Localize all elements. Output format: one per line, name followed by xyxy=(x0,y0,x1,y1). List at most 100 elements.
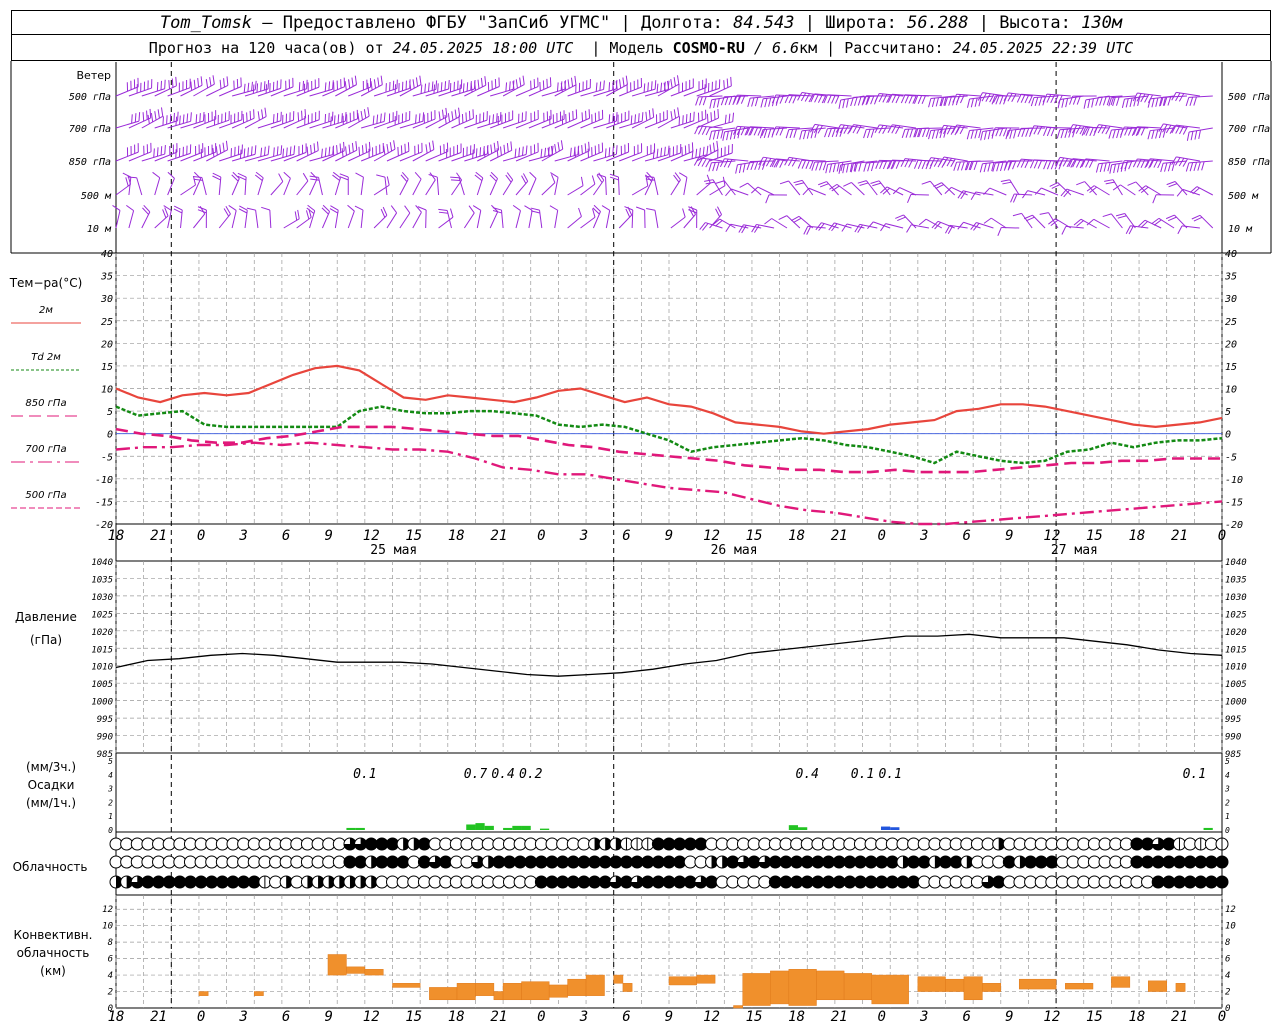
wind-barb xyxy=(180,84,203,97)
wind-barb xyxy=(296,216,312,229)
wind-barb-feather xyxy=(831,128,836,138)
wind-barb-feather xyxy=(983,130,987,140)
wind-barb-feather xyxy=(238,208,248,214)
wind-barb xyxy=(128,210,135,229)
wind-barb xyxy=(554,117,577,129)
wind-barb-feather xyxy=(1000,179,1010,182)
convective-title: Конвективн. xyxy=(14,928,93,942)
wind-barb-feather xyxy=(870,180,880,184)
wind-barb-feather xyxy=(437,83,439,93)
wind-barb xyxy=(941,182,956,196)
wind-barb-feather xyxy=(1026,216,1035,222)
pressure-y-tick-right: 1035 xyxy=(1225,575,1247,585)
wind-barb-feather xyxy=(1046,160,1052,170)
wind-barb-feather xyxy=(360,110,363,121)
wind-barb-feather xyxy=(887,124,893,133)
wind-barb-feather xyxy=(1197,161,1201,171)
x-tick-label: 0 xyxy=(877,1009,885,1024)
wind-barb-feather xyxy=(713,99,716,109)
calc-date: 24.05.2025 22:39 UTC xyxy=(952,38,1134,57)
wind-barb-feather xyxy=(173,112,175,122)
wind-barb-feather xyxy=(895,160,901,169)
wind-barb-feather xyxy=(415,205,422,213)
model-label: | Модель xyxy=(573,38,673,57)
wind-barb-feather xyxy=(870,128,875,138)
wind-barb-feather xyxy=(660,82,663,92)
wind-barb-feather xyxy=(643,83,646,93)
wind-barb xyxy=(541,148,563,162)
wind-barb-feather xyxy=(490,144,493,154)
wind-barb-feather xyxy=(946,158,952,167)
wind-barb-feather xyxy=(645,175,655,178)
wind-barb-feather xyxy=(1198,129,1201,140)
wind-barb-feather xyxy=(192,176,196,186)
wind-barb-feather xyxy=(329,208,339,214)
wind-barb-feather xyxy=(918,218,927,226)
precip-bar xyxy=(880,826,891,830)
wind-barb-feather xyxy=(380,113,382,123)
cloud-fraction-mark xyxy=(360,876,367,888)
wind-barb-feather xyxy=(1167,96,1172,106)
wind-barb xyxy=(399,212,411,229)
wind-barb-feather xyxy=(791,158,798,167)
wind-barb-feather xyxy=(1136,93,1142,102)
pressure-y-tick: 990 xyxy=(97,733,113,743)
wind-barb-feather xyxy=(947,225,954,234)
convective-title: (км) xyxy=(40,964,66,978)
wind-barb xyxy=(1014,193,1033,196)
wind-barb-feather xyxy=(131,114,133,124)
cloud-fraction-mark xyxy=(1152,838,1165,850)
wind-barb xyxy=(244,88,269,97)
wind-barb-feather xyxy=(784,94,790,104)
wind-barb-feather xyxy=(431,81,434,91)
wind-barb-feather xyxy=(716,98,720,108)
wind-barb-feather xyxy=(814,128,818,138)
wind-barb xyxy=(490,119,513,129)
pressure-y-tick-right: 1000 xyxy=(1225,698,1247,708)
x-tick-label: 21 xyxy=(831,528,848,544)
cloud-symbol xyxy=(694,875,708,889)
cloud-symbol xyxy=(960,855,974,869)
wind-barb-feather xyxy=(694,125,699,135)
wind-barb-feather xyxy=(479,147,482,157)
wind-barb-feather xyxy=(608,114,611,124)
wind-barb-feather xyxy=(1105,125,1111,135)
wind-barb-feather xyxy=(751,224,757,233)
precip-unit-1h: (мм/1ч.) xyxy=(26,796,76,810)
wind-barb-feather xyxy=(866,95,871,105)
wind-barb-feather xyxy=(810,124,816,133)
wind-barb xyxy=(296,119,320,129)
cloud-fraction-mark xyxy=(354,838,367,850)
wind-barb-feather xyxy=(921,160,926,170)
temp-y-tick: 25 xyxy=(101,317,113,328)
wind-barb xyxy=(814,160,839,163)
wind-barb-feather xyxy=(900,158,906,167)
wind-barb-feather xyxy=(934,222,942,230)
wind-barb-feather xyxy=(458,107,461,117)
wind-barb-feather xyxy=(226,76,229,86)
wind-barb xyxy=(193,151,216,162)
wind-barb-feather xyxy=(1193,216,1203,222)
wind-barb xyxy=(808,187,826,196)
wind-barb-feather xyxy=(625,208,631,218)
wind-barb-feather xyxy=(688,206,697,211)
cloud-fraction-mark xyxy=(116,876,122,888)
wind-barb xyxy=(322,86,345,97)
wind-barb-feather xyxy=(302,80,304,90)
wind-barb-feather xyxy=(717,109,719,119)
wind-barb-feather xyxy=(804,93,810,102)
longitude-value: 84.543 xyxy=(733,12,795,33)
wind-barb xyxy=(580,151,603,162)
wind-barb xyxy=(231,89,256,97)
wind-barb-feather xyxy=(1012,160,1017,170)
wind-barb-feather xyxy=(192,176,202,179)
cloud-fraction-mark xyxy=(982,876,995,888)
cloud-fraction-mark xyxy=(403,838,410,850)
wind-barb-feather xyxy=(1046,94,1052,103)
temp-y-tick: -5 xyxy=(101,452,113,463)
wind-barb-feather xyxy=(438,208,448,212)
wind-barb-feather xyxy=(1169,125,1176,134)
temp-y-tick: 40 xyxy=(101,249,113,260)
wind-barb xyxy=(219,153,243,162)
wind-barb-feather xyxy=(1186,131,1190,141)
